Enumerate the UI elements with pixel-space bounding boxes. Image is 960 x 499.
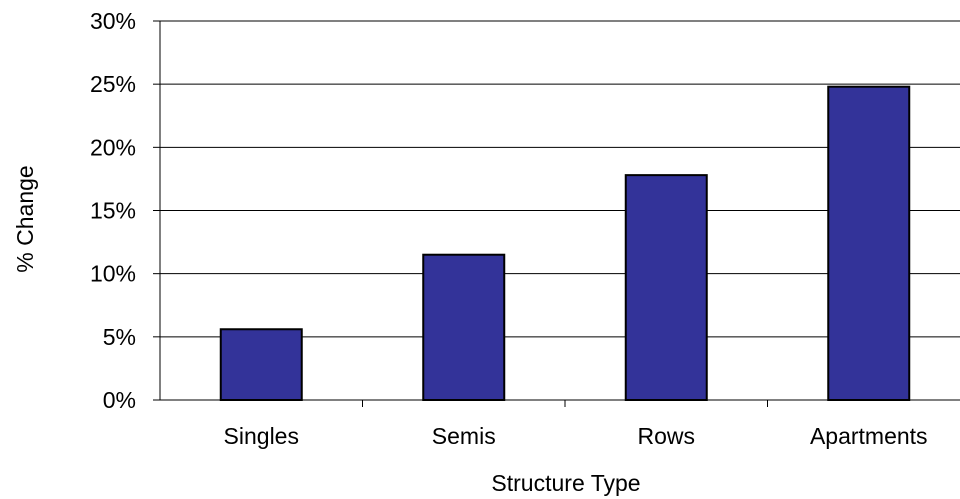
bar-semis: [422, 253, 506, 401]
y-tick-label: 20%: [90, 134, 136, 160]
x-axis-title: Structure Type: [491, 470, 640, 496]
bar-rows: [624, 174, 708, 401]
y-axis-title: % Change: [12, 165, 38, 272]
x-axis-ticks: Singles Semis Rows Apartments: [224, 400, 928, 449]
x-tick-label: Semis: [432, 423, 496, 449]
y-tick-label: 30%: [90, 8, 136, 34]
bar-apartments: [827, 85, 911, 402]
bars: [219, 85, 911, 402]
y-tick-label: 25%: [90, 71, 136, 97]
y-tick-label: 10%: [90, 261, 136, 287]
y-tick-label: 15%: [90, 198, 136, 224]
y-tick-label: 5%: [103, 324, 136, 350]
y-axis-ticks: 0% 5% 10% 15% 20% 25% 30%: [90, 8, 160, 413]
gridlines: [160, 20, 960, 338]
bar-singles: [219, 328, 303, 401]
y-tick-label: 0%: [103, 387, 136, 413]
x-tick-label: Rows: [637, 423, 695, 449]
x-tick-label: Singles: [224, 423, 299, 449]
x-tick-label: Apartments: [810, 423, 928, 449]
